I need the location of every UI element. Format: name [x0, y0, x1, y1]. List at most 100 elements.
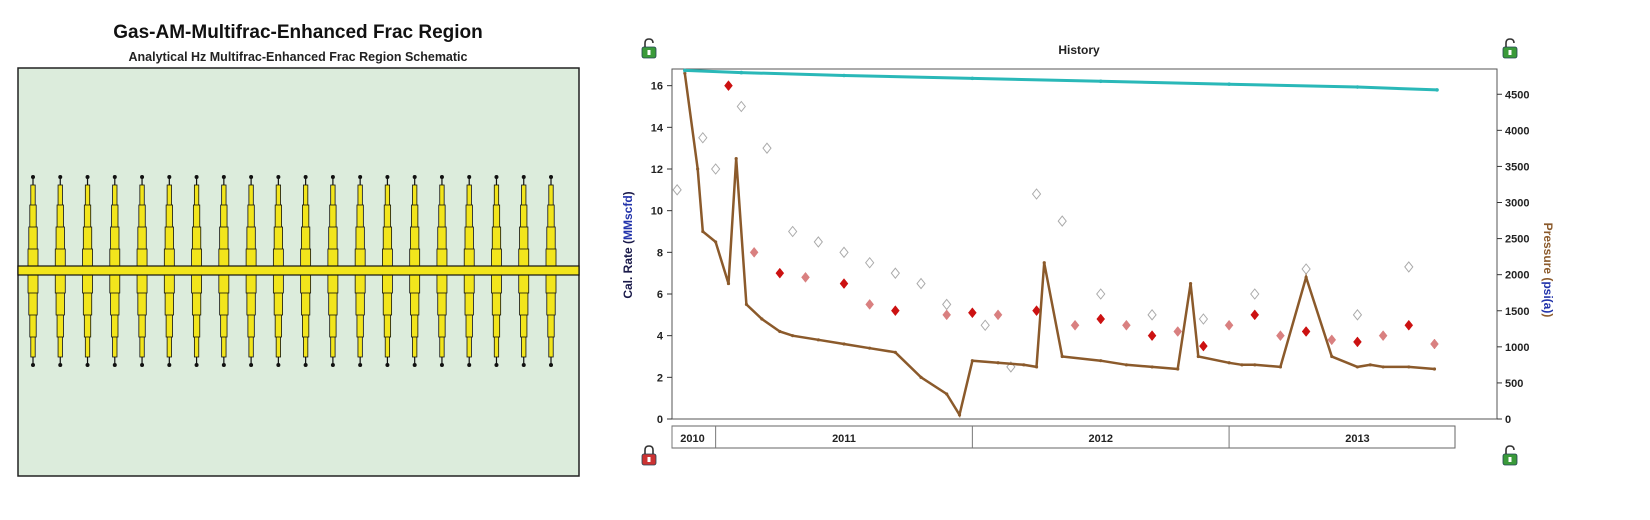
fracture-tip [167, 175, 172, 179]
right-axis-label: Pressure (psi(a)) [1541, 223, 1555, 318]
flowing-point-mark [945, 392, 949, 396]
flowing-point-mark [919, 375, 923, 379]
flowing-point-mark [1150, 365, 1154, 369]
fracture-tip [112, 175, 117, 179]
fracture-tip [140, 175, 145, 179]
lock-closed-icon[interactable] [641, 445, 657, 466]
gas-rate-series [724, 80, 1439, 352]
rate-diamond-mark [1353, 336, 1362, 348]
flowing-point-mark [1022, 363, 1026, 367]
pressure-point-mark [1227, 82, 1231, 86]
left-axis-label-suffix: ) [621, 191, 635, 195]
y2-tick-label: 3500 [1505, 161, 1529, 173]
rate-diamond-mark [749, 246, 759, 258]
rate-diamond-mark [1378, 330, 1388, 342]
y-tick-label: 6 [657, 289, 663, 301]
flowing-point-mark [696, 167, 700, 171]
flowing-point-mark [726, 281, 731, 286]
rate-diamond-mark [1250, 309, 1260, 321]
flowing-point-mark [760, 317, 764, 321]
flowing-point-mark [791, 334, 795, 338]
flowing-point-mark [1381, 365, 1385, 369]
rate-diamond-mark [968, 307, 977, 319]
rate-diamond-mark [1404, 319, 1414, 331]
hollow-diamond-mark [788, 225, 798, 238]
hollow-diamond-mark [916, 277, 926, 290]
rate-diamond-mark [993, 309, 1003, 321]
flowing-point-mark [1196, 354, 1200, 359]
hollow-diamond-mark [1057, 215, 1067, 227]
rate-diamond-mark [1096, 313, 1106, 325]
fracture-tip [467, 175, 472, 179]
date-axis-band [671, 425, 1456, 449]
y-tick-label: 12 [651, 164, 663, 176]
flowing-point-mark [1176, 367, 1180, 371]
rate-diamond-mark [942, 309, 952, 321]
hollow-diamond-mark [672, 184, 682, 196]
left-axis-label: Cal. Rate (MMscfd) [621, 191, 635, 298]
flowing-point-mark [842, 342, 846, 346]
hollow-diamond-mark [736, 100, 746, 113]
flowing-point-mark [957, 413, 962, 417]
schematic-title: Gas-AM-Multifrac-Enhanced Frac Region [113, 22, 483, 43]
y-tick-label: 0 [657, 414, 663, 426]
y2-tick-label: 2000 [1505, 270, 1529, 282]
rate-diamond-mark [1276, 330, 1285, 342]
flowing-point-mark [778, 329, 782, 334]
lock-shackle [644, 38, 654, 47]
left-axis-label-unit: MMscfd [621, 195, 635, 240]
fracture-tip [167, 363, 172, 367]
rate-diamond-mark [1147, 330, 1157, 342]
rate-diamond-mark [1122, 319, 1131, 331]
flowing-point-mark [1188, 281, 1193, 286]
hollow-diamond-mark [890, 267, 900, 279]
fracture-tip [385, 175, 390, 179]
flowing-point-mark [1368, 363, 1372, 367]
y-tick-label: 14 [651, 122, 664, 134]
flowing-point-mark [714, 240, 718, 244]
rate-diamond-mark [775, 267, 785, 279]
rate-diamond-mark [1430, 338, 1439, 350]
fracture-tip [412, 175, 417, 179]
fracture-tip [467, 363, 472, 367]
rate-diamond-mark [1224, 319, 1234, 331]
plot-area [671, 68, 1498, 420]
flowing-point-mark [1355, 365, 1360, 369]
y-tick-label: 2 [657, 372, 663, 384]
flowing-point-mark [1330, 354, 1334, 359]
flowing-point-mark [1042, 261, 1046, 265]
flowing-point-mark [868, 346, 872, 350]
wellbore [17, 265, 580, 276]
fracture-tip [140, 363, 145, 367]
fracture-tip [439, 363, 444, 367]
flowing-point-mark [1034, 365, 1039, 369]
fracture-tip [221, 175, 226, 179]
date-tick-label: 2013 [1345, 433, 1369, 445]
fracture-tip [112, 363, 117, 367]
pressure-point-mark [683, 68, 687, 73]
flowing-point-mark [1227, 361, 1231, 365]
lock-open-icon[interactable] [1502, 445, 1518, 466]
pressure-point-mark [842, 73, 846, 78]
right-axis-label-suffix: ) [1541, 313, 1555, 317]
hollow-diamond-mark [1352, 309, 1363, 321]
flowing-point-mark [1124, 363, 1128, 367]
lock-open-icon[interactable] [1502, 38, 1518, 59]
rate-diamond-mark [1173, 326, 1183, 337]
fracture-tip [249, 175, 254, 179]
lock-shackle [644, 445, 654, 454]
flowing-point-mark [996, 361, 1000, 365]
fracture-tip [330, 175, 335, 179]
hollow-diamond-mark [762, 142, 772, 154]
rate-diamond-mark [1032, 305, 1041, 317]
lock-keyhole [647, 457, 651, 462]
lock-open-icon[interactable] [641, 38, 657, 59]
rate-diamond-mark [839, 278, 849, 289]
fracture-tip [494, 175, 499, 179]
fracture-tip [521, 175, 526, 179]
fracture-tip [85, 363, 90, 367]
fracture-tip [276, 175, 281, 179]
flowing-point-mark [1432, 367, 1437, 371]
fracture-tip [303, 363, 308, 367]
flowing-point-mark [1304, 275, 1308, 279]
